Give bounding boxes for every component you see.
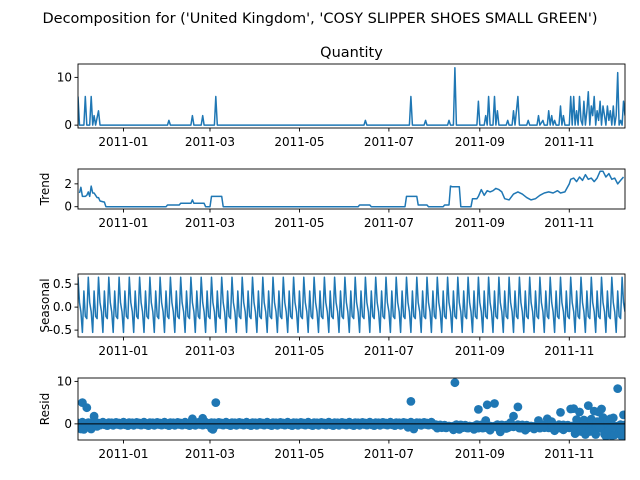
plot-area — [78, 378, 625, 440]
resid-point — [572, 415, 581, 424]
resid-point — [616, 424, 625, 434]
x-tick-label: 2011-03 — [185, 447, 235, 461]
x-tick-label: 2011-03 — [185, 135, 235, 149]
x-tick-label: 2011-05 — [274, 135, 324, 149]
panel-title: Quantity — [320, 45, 383, 61]
resid-point — [591, 430, 601, 439]
seasonal-line — [78, 276, 625, 334]
plot-area — [78, 276, 625, 334]
resid-point — [92, 422, 102, 431]
axes-frame — [77, 63, 626, 129]
resid-point — [547, 417, 557, 427]
x-tick-label: 2011-09 — [455, 216, 505, 230]
resid-point — [474, 405, 483, 414]
plot-area — [78, 170, 625, 208]
x-tick-label: 2011-05 — [274, 216, 324, 230]
x-tick-label: 2011-05 — [274, 344, 324, 358]
resid-point — [485, 425, 495, 435]
x-tick-label: 2011-05 — [274, 447, 324, 461]
resid-point — [211, 398, 221, 407]
resid-point — [529, 424, 539, 434]
x-tick-label: 2011-09 — [455, 447, 505, 461]
y-tick-label: 0 — [64, 417, 72, 431]
y-axis-label: Trend — [38, 173, 52, 207]
resid-point — [608, 413, 618, 423]
y-tick-label: 0.0 — [53, 300, 72, 314]
x-tick-label: 2011-07 — [364, 135, 414, 149]
resid-point — [597, 404, 606, 414]
x-tick-label: 2011-03 — [185, 216, 235, 230]
x-tick-label: 2011-01 — [98, 216, 148, 230]
panel-1: 0 10 2011-01 2011-03 2011-05 2011-07 2011-09 20… — [57, 45, 626, 149]
x-tick-label: 2011-09 — [455, 344, 505, 358]
plot-area — [78, 67, 625, 126]
resid-point — [482, 400, 492, 410]
x-tick-label: 2011-09 — [455, 135, 505, 149]
resid-point — [481, 416, 491, 425]
y-tick-label: 0.5 — [53, 277, 72, 291]
resid-point — [579, 415, 589, 425]
figure-suptitle: Decomposition for ('United Kingdom', 'CO… — [43, 11, 598, 27]
resid-point — [198, 413, 208, 423]
resid-point — [208, 425, 218, 434]
resid-point — [478, 423, 488, 433]
resid-point — [469, 425, 479, 434]
resid-point — [490, 399, 499, 408]
resid-point — [613, 384, 623, 393]
x-tick-label: 2011-01 — [98, 135, 148, 149]
x-tick-label: 2011-11 — [544, 135, 594, 149]
resid-point — [620, 431, 625, 440]
x-tick-label: 2011-01 — [98, 447, 148, 461]
y-tick-label: 10 — [57, 374, 72, 388]
resid-point — [450, 378, 460, 388]
x-tick-label: 2011-11 — [544, 447, 594, 461]
axes-frame — [77, 168, 626, 210]
x-tick-label: 2011-07 — [364, 344, 414, 358]
axes-frame — [77, 273, 626, 338]
resid-point — [583, 401, 593, 410]
panel-3: -0.5 0.0 0.5 2011-01 2011-03 2011-05 2011-07 20… — [38, 273, 626, 358]
x-tick-label: 2011-07 — [364, 447, 414, 461]
resid-point — [406, 397, 416, 406]
y-tick-label: 10 — [57, 70, 72, 84]
resid-point — [513, 402, 523, 412]
y-tick-label: 0 — [64, 200, 72, 214]
y-axis-label: Resid — [38, 393, 52, 425]
resid-point — [509, 411, 518, 421]
resid-point — [619, 410, 625, 420]
x-tick-label: 2011-07 — [364, 216, 414, 230]
series-line — [78, 170, 625, 208]
x-tick-label: 2011-11 — [544, 216, 594, 230]
series-line — [78, 67, 625, 126]
resid-point — [575, 407, 584, 417]
x-tick-label: 2011-11 — [544, 344, 594, 358]
resid-point — [82, 403, 92, 413]
resid-point — [556, 408, 565, 417]
panel-4: 0 10 2011-01 2011-03 2011-05 2011-07 2011-09 20… — [38, 374, 626, 461]
resid-point — [188, 414, 197, 424]
axes-frame — [77, 377, 626, 441]
panel-2: 0 2 2011-01 2011-03 2011-05 2011-07 2011-09 201… — [38, 168, 626, 230]
x-tick-label: 2011-03 — [185, 344, 235, 358]
resid-point — [89, 411, 99, 421]
x-tick-label: 2011-01 — [98, 344, 148, 358]
y-axis-label: Seasonal — [38, 278, 52, 332]
resid-point — [409, 424, 419, 434]
y-tick-label: 0 — [64, 118, 72, 132]
resid-point — [561, 422, 571, 431]
y-tick-label: 2 — [64, 177, 72, 191]
y-tick-label: -0.5 — [49, 323, 72, 337]
